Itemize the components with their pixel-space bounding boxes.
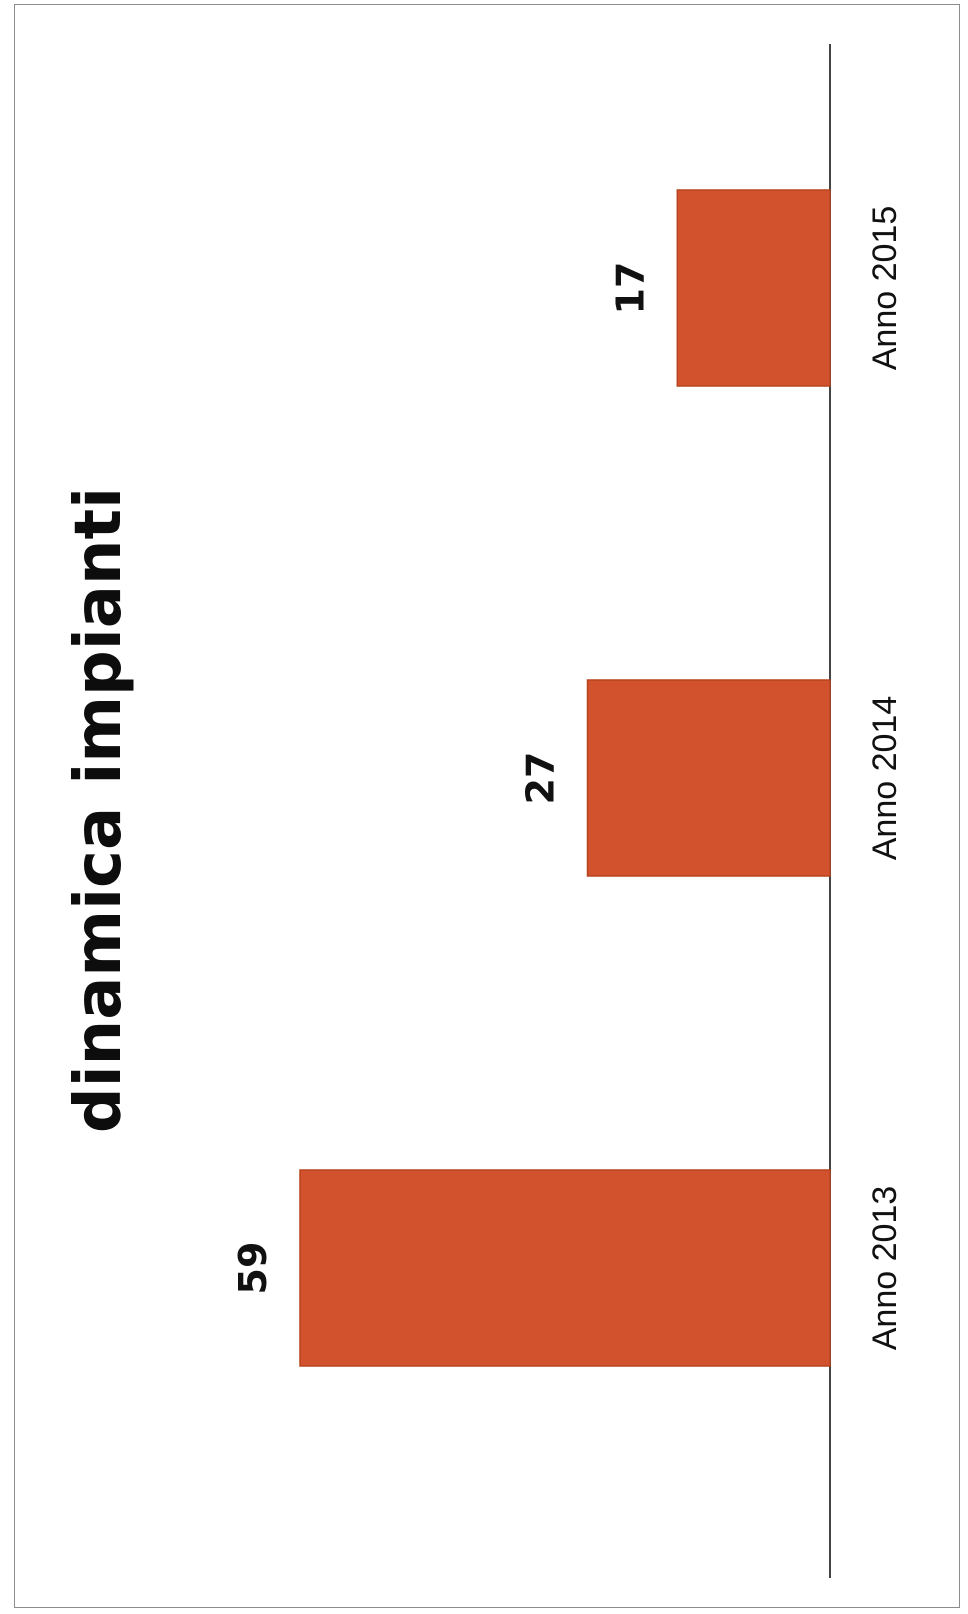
chart-frame	[14, 4, 960, 1608]
category-label-anno-2014: Anno 2014	[866, 696, 904, 861]
category-labels-layer: Anno 2013 Anno 2014 Anno 2015	[866, 206, 904, 1351]
category-label-anno-2013: Anno 2013	[866, 1186, 904, 1351]
value-label-anno-2015: 17	[608, 262, 652, 315]
value-labels-layer: 59 27 17	[231, 262, 652, 1295]
bar-anno-2013	[299, 1169, 831, 1367]
value-label-anno-2013: 59	[231, 1242, 275, 1295]
bar-anno-2015	[676, 189, 831, 387]
value-label-anno-2014: 27	[519, 752, 563, 805]
category-label-anno-2015: Anno 2015	[866, 206, 904, 371]
chart-title: dinamica impianti	[62, 487, 136, 1133]
bars-layer	[299, 189, 831, 1367]
bar-anno-2014	[586, 679, 831, 877]
